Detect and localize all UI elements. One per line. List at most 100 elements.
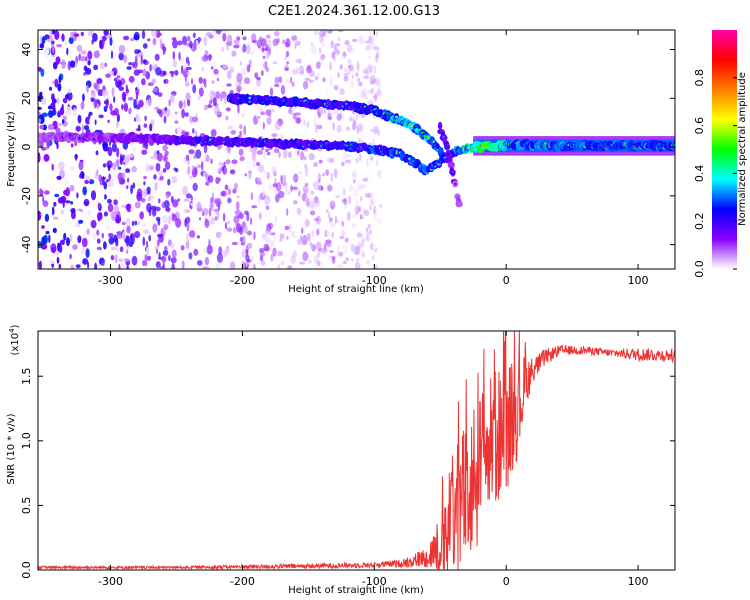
spectrogram-trace-core [450,168,454,172]
spectrogram-noise-cell [351,63,354,74]
spectrogram-noise-cell [216,252,223,263]
spectrogram-noise-cell [64,177,69,187]
spectrogram-y-tick-label: -20 [20,187,33,205]
spectrogram-noise-cell [83,72,87,76]
spectrogram-noise-cell [38,106,42,111]
spectrogram-noise-cell [171,266,176,269]
spectrogram-noise-cell [222,63,228,69]
spectrogram-noise-cell [370,128,375,133]
spectrogram-noise-cell [364,67,369,75]
spectrogram-noise-cell [54,193,60,198]
spectrogram-noise-cell [342,188,347,196]
spectrogram-noise-cell [39,188,44,197]
spectrogram-noise-cell [356,257,359,263]
spectrogram-noise-cell [130,202,135,213]
spectrogram-noise-cell [38,210,42,221]
spectrogram-noise-cell [146,255,151,261]
spectrogram-noise-cell [223,95,228,104]
spectrogram-noise-cell [361,177,367,182]
colorbar: 0.0 0.2 0.4 0.6 0.8 Normalized spectral ampl… [693,30,748,278]
spectrogram-noise-cell [288,266,291,269]
spectrogram-noise-cell [357,137,361,145]
spectrogram-noise-cell [333,56,336,63]
spectrogram-noise-cell [372,199,378,204]
spectrogram-noise-cell [318,221,321,230]
spectrogram-noise-cell [318,159,322,165]
spectrogram-noise-cell [125,84,128,92]
spectrogram-noise-cell [237,166,241,173]
spectrogram-noise-cell [270,253,274,262]
spectrogram-noise-cell [80,50,87,55]
spectrogram-noise-cell [81,124,85,133]
spectrogram-noise-cell [337,244,340,253]
spectrogram-noise-cell [273,205,280,212]
spectrogram-noise-cell [207,175,214,183]
spectrogram-noise-cell [238,81,242,86]
spectrogram-noise-cell [263,169,267,175]
spectrogram-noise-cell [105,224,110,230]
spectrogram-noise-cell [143,228,150,235]
spectrogram-noise-cell [126,66,132,70]
spectrogram-noise-cell [332,122,335,131]
spectrogram-noise-cell [196,201,202,212]
spectrogram-noise-cell [109,103,113,112]
spectrogram-noise-cell [187,35,191,42]
spectrogram-noise-cell [57,83,62,92]
spectrogram-noise-cell [327,184,333,192]
spectrogram-noise-cell [366,44,371,51]
spectrogram-noise-cell [62,97,68,104]
spectrogram-noise-cell [79,120,87,126]
spectrogram-noise-cell [250,217,253,225]
spectrogram-noise-cell [155,206,161,212]
spectrogram-noise-cell [233,215,240,224]
spectrogram-noise-cell [109,37,113,46]
spectrogram-noise-cell [335,219,339,223]
spectrogram-noise-cell [364,193,371,198]
spectrogram-noise-cell [42,200,49,208]
spectrogram-noise-cell [366,158,369,168]
spectrogram-noise-cell [352,111,359,119]
spectrogram-noise-cell [152,208,157,217]
spectrogram-noise-cell [39,42,45,49]
spectrogram-noise-cell [318,247,322,252]
spectrogram-noise-cell [125,203,132,210]
spectrogram-noise-cell [73,107,77,117]
spectrogram-noise-cell [271,166,278,176]
snr-y-axis-label: SNR (10 * v/v) [6,413,17,484]
spectrogram-noise-cell [265,44,269,52]
spectrogram-noise-cell [304,78,309,84]
spectrogram-noise-cell [322,30,327,37]
spectrogram-noise-cell [102,175,105,186]
spectrogram-noise-cell [286,61,290,65]
spectrogram-noise-cell [110,110,117,116]
spectrogram-noise-cell [256,150,263,155]
spectrogram-noise-cell [141,78,146,86]
spectrogram-noise-cell [55,56,61,65]
spectrogram-noise-cell [218,246,223,255]
spectrogram-noise-cell [242,43,247,53]
spectrogram-noise-cell [370,74,376,85]
spectrogram-noise-cell [66,237,70,247]
colorbar-tick-label: 0.2 [693,212,706,230]
spectrogram-noise-cell [357,33,362,39]
spectrogram-noise-cell [186,71,191,76]
spectrogram-noise-cell [350,243,355,252]
spectrogram-noise-cell [50,244,56,248]
spectrogram-noise-cell [127,177,130,183]
snr-x-axis-label: Height of straight line (km) [288,585,424,596]
spectrogram-noise-cell [153,174,157,180]
spectrogram-noise-cell [288,106,292,115]
spectrogram-noise-cell [356,86,362,97]
spectrogram-noise-cell [363,75,369,79]
spectrogram-noise-cell [81,246,85,255]
spectrogram-noise-cell [142,236,146,246]
spectrogram-noise-cell [184,73,188,82]
spectrogram-noise-cell [326,30,333,34]
spectrogram-noise-cell [351,123,357,131]
spectrogram-noise-cell [69,60,76,68]
snr-frame [37,330,676,571]
spectrogram-noise-cell [69,184,75,192]
spectrogram-noise-cell [38,152,41,162]
spectrogram-noise-cell [339,107,343,118]
